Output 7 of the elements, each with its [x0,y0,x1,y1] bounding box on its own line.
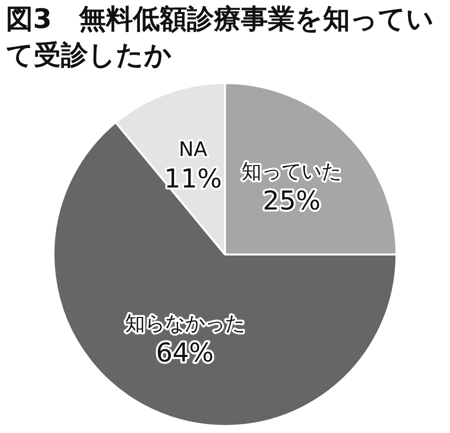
data-label: 25% [262,186,321,217]
slice-label: NA [178,136,208,161]
slice-label: 知らなかった [124,311,245,336]
data-label: 64% [156,338,214,369]
slice-label: 知っていた [242,159,342,184]
chart-title: 図3 無料低額診療事業を知っていて受診したか [6,3,435,73]
data-label: 11% [164,164,222,194]
